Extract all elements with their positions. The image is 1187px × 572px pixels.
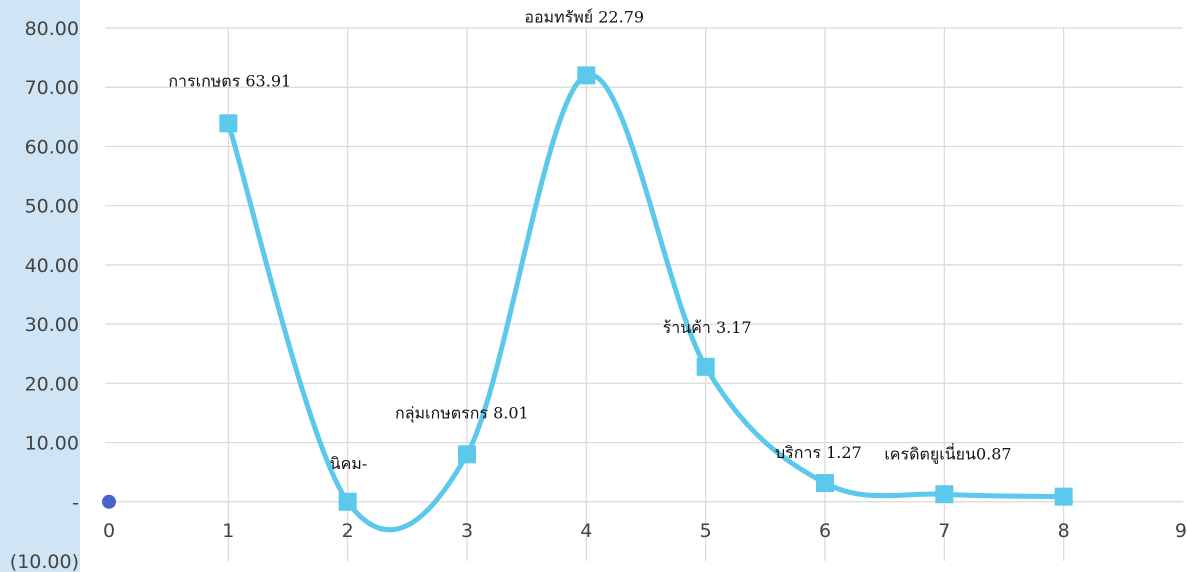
data-labels: การเกษตร 63.91 นิคม- กลุ่มเกษตรกร 8.01 ออมท…	[168, 7, 1011, 472]
y-tick-label: 20.00	[25, 373, 79, 395]
x-tick-label: 8	[1058, 520, 1070, 542]
y-tick-label: 40.00	[25, 255, 79, 277]
x-tick-label: 4	[580, 520, 592, 542]
y-tick-label: -	[72, 492, 79, 514]
data-point-square	[696, 357, 715, 376]
data-label: นิคม-	[330, 454, 368, 473]
data-point-square	[935, 485, 954, 504]
y-tick-label: 80.00	[25, 18, 79, 40]
x-tick-label: 2	[342, 520, 354, 542]
y-tick-label: 30.00	[25, 314, 79, 336]
data-point-square	[338, 492, 357, 511]
data-markers	[102, 66, 1073, 511]
y-tick-label: (10.00)	[10, 551, 79, 572]
x-tick-label: 3	[461, 520, 473, 542]
data-point-square	[1054, 487, 1073, 506]
y-tick-label: 60.00	[25, 136, 79, 158]
data-label: บริการ 1.27	[775, 443, 862, 462]
data-point-square	[458, 445, 476, 464]
y-tick-label: 70.00	[25, 77, 79, 99]
data-label: เครดิตยูเนี่ยน0.87	[884, 442, 1011, 464]
data-label: ร้านค้า 3.17	[663, 318, 752, 337]
y-tick-label: 50.00	[25, 196, 79, 218]
x-tick-label: 0	[103, 520, 115, 542]
data-point-square	[577, 66, 596, 85]
y-tick-label: 10.00	[25, 433, 79, 455]
x-tick-label: 5	[700, 520, 712, 542]
plot-area	[80, 0, 1187, 572]
data-point-circle	[102, 494, 116, 509]
data-label: กลุ่มเกษตรกร 8.01	[395, 403, 529, 423]
data-label: การเกษตร 63.91	[168, 71, 291, 90]
axis-tick-labels: (10.00)-10.0020.0030.0040.0050.0060.0070…	[10, 18, 1187, 572]
x-tick-label: 7	[938, 520, 950, 542]
data-point-square	[816, 474, 834, 493]
data-label: ออมทรัพย์ 22.79	[524, 7, 644, 26]
data-point-square	[219, 114, 238, 133]
gridlines	[105, 27, 1183, 561]
x-tick-label: 9	[1175, 520, 1187, 542]
x-tick-label: 6	[819, 520, 831, 542]
x-tick-label: 1	[222, 520, 234, 542]
